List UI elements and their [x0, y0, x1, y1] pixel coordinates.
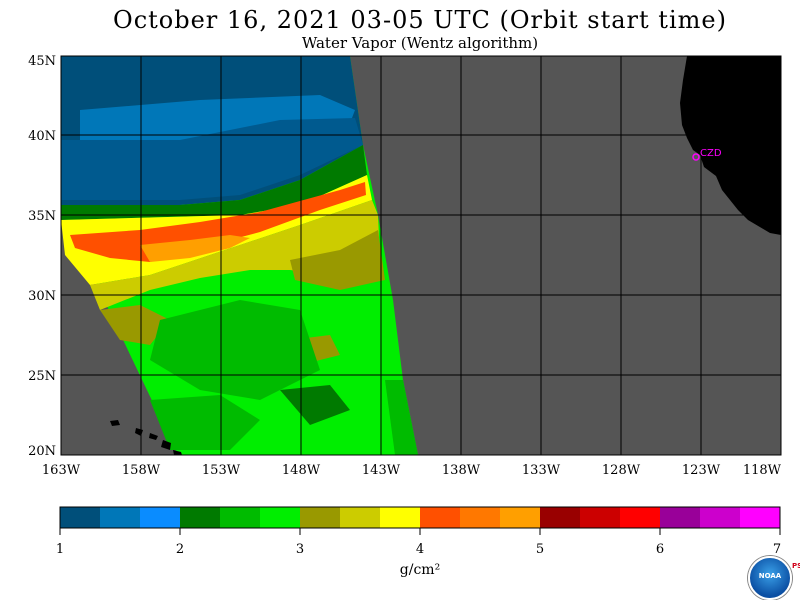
land [110, 56, 781, 455]
colorbar-tick-label: 3 [296, 542, 304, 557]
colorbar-swatch [260, 507, 301, 528]
map-title: October 16, 2021 03-05 UTC (Orbit start … [113, 6, 727, 34]
swath-mid-green-2 [150, 395, 260, 450]
swath-mid-blue [61, 118, 363, 200]
colorbar-swatch [220, 507, 261, 528]
noaa-logo-icon: NOAA [748, 556, 792, 600]
colorbar-swatch [580, 507, 621, 528]
colorbar-swatch [620, 507, 661, 528]
map-plot-area: CZD [61, 56, 781, 455]
colorbar-swatch [420, 507, 461, 528]
colorbar-swatch [180, 507, 221, 528]
colorbar-ticks [59, 528, 781, 535]
swath-olive [290, 230, 385, 290]
island-5 [173, 450, 182, 455]
lon-label: 128W [602, 463, 641, 478]
psl-logo-text: PSL [792, 562, 800, 570]
colorbar-tick-label: 2 [176, 542, 184, 557]
swath-dark-green-patch [280, 385, 350, 425]
colorbar-swatch [140, 507, 181, 528]
colorbar-swatch [660, 507, 701, 528]
colorbar-swatch [60, 507, 101, 528]
lon-label: 158W [122, 463, 161, 478]
colorbar-swatch [340, 507, 381, 528]
swath-olive-yellow [90, 200, 380, 310]
colorbar [60, 507, 781, 528]
lat-label: 30N [28, 289, 56, 304]
swath-dark-green-band [61, 145, 367, 220]
colorbar-swatch [380, 507, 421, 528]
colorbar-tick-label: 1 [56, 542, 64, 557]
colorbar-tick-label: 6 [656, 542, 664, 557]
lon-label: 148W [282, 463, 321, 478]
station-label: CZD [700, 148, 722, 159]
colorbar-tick-label: 4 [416, 542, 424, 557]
lon-label: 153W [202, 463, 241, 478]
colorbar-labels: 1 2 3 4 5 6 7 [56, 542, 781, 557]
colorbar-swatch [700, 507, 741, 528]
map-subtitle: Water Vapor (Wentz algorithm) [301, 34, 539, 52]
lat-label: 35N [28, 209, 56, 224]
swath-edge-green [385, 380, 418, 455]
lon-labels: 163W 158W 153W 148W 143W 138W 133W 128W … [42, 463, 782, 478]
lon-label: 163W [42, 463, 81, 478]
colorbar-swatch [460, 507, 501, 528]
lat-label: 20N [28, 444, 56, 459]
land-mainland [680, 56, 781, 235]
colorbar-unit: g/cm² [399, 562, 441, 578]
lon-label: 118W [743, 463, 782, 478]
lon-label: 143W [362, 463, 401, 478]
colorbar-swatch [540, 507, 581, 528]
swath-olive-2 [100, 305, 170, 345]
lat-label: 25N [28, 369, 56, 384]
lat-label: 40N [28, 129, 56, 144]
lon-label: 123W [682, 463, 721, 478]
swath-light-orange [140, 235, 250, 262]
lat-label: 45N [28, 54, 56, 69]
colorbar-swatch [500, 507, 541, 528]
colorbar-tick-label: 7 [773, 542, 781, 557]
colorbar-swatch [100, 507, 141, 528]
map-frame [60, 55, 782, 456]
island-4 [161, 440, 171, 450]
colorbar-swatch [740, 507, 781, 528]
colorbar-swatch [300, 507, 341, 528]
station-marker-icon [692, 153, 700, 161]
swath-orange-band [70, 182, 366, 262]
map-grid [61, 56, 781, 455]
lon-label: 133W [522, 463, 561, 478]
lon-label: 138W [442, 463, 481, 478]
lat-labels: 45N 40N 35N 30N 25N 20N [28, 54, 56, 459]
noaa-logo-text: NOAA [758, 572, 782, 580]
colorbar-tick-label: 5 [536, 542, 544, 557]
island-3 [149, 433, 158, 440]
island-1 [110, 420, 120, 426]
